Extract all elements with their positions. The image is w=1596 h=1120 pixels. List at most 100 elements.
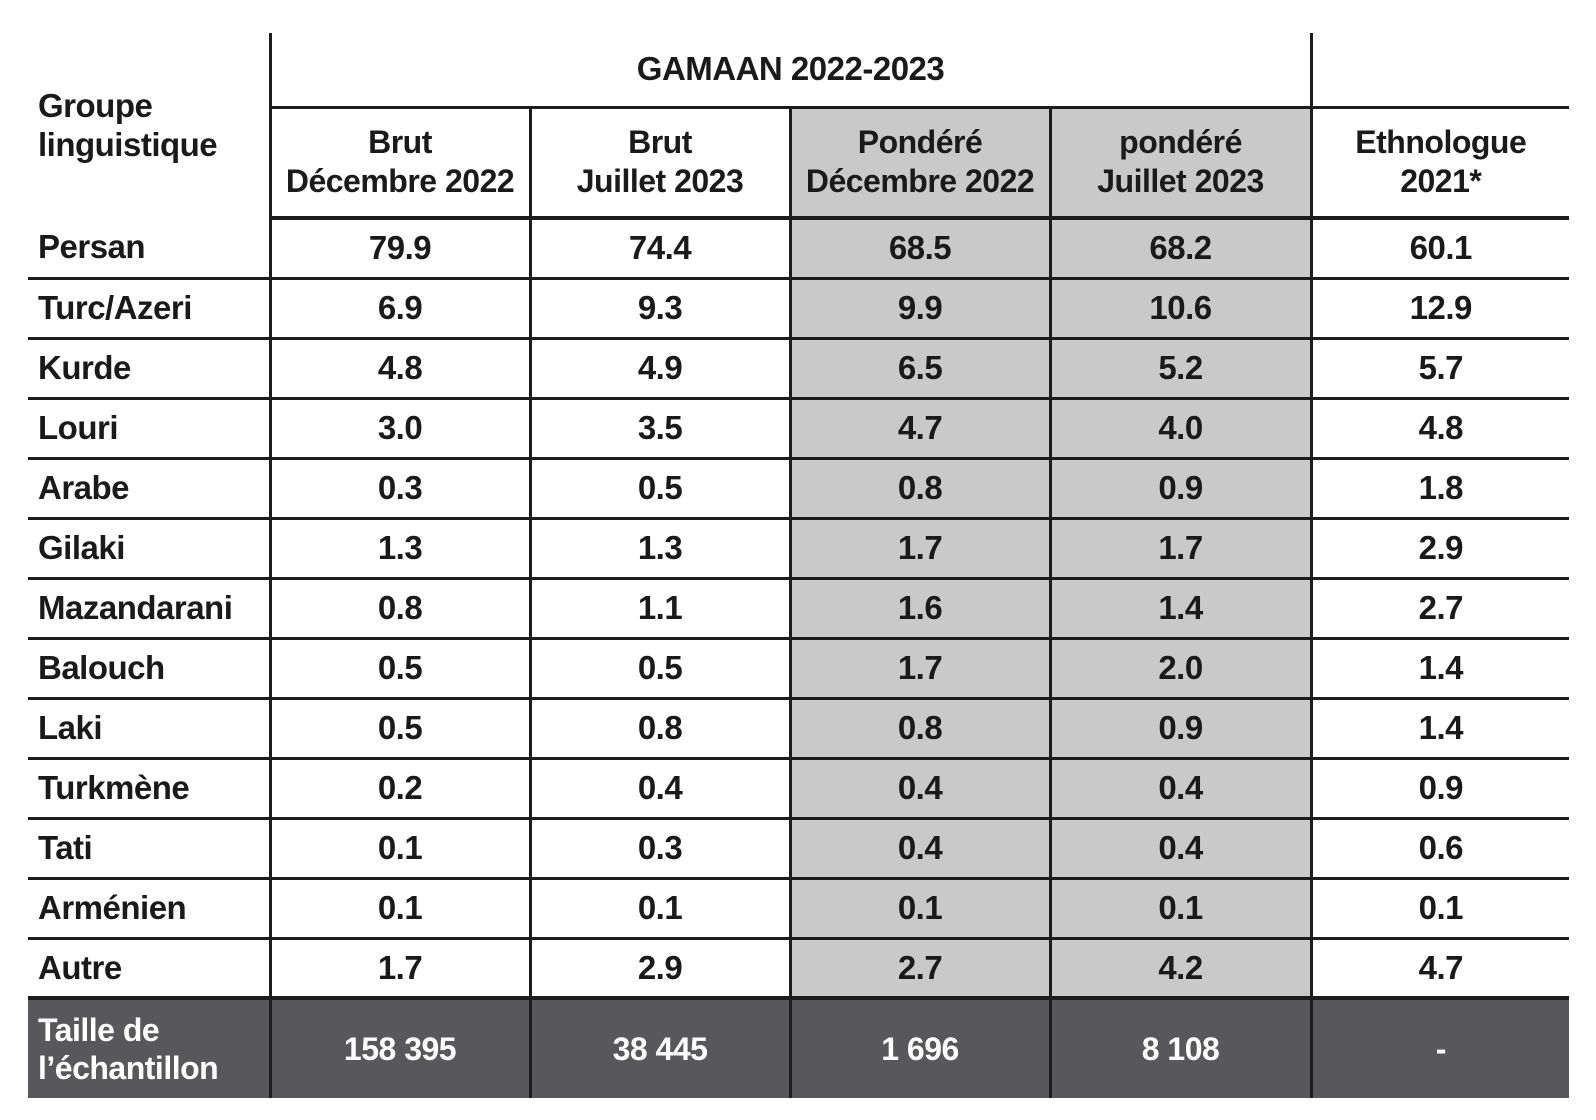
cell-value: 2.7 (788, 938, 1050, 1000)
col-header-pondere-decembre-2022: Pondéré Décembre 2022 (788, 107, 1050, 220)
col-header-line1: Brut (628, 124, 692, 161)
cell-value: 9.9 (788, 278, 1050, 340)
cell-value: 60.1 (1309, 218, 1570, 280)
row-label: Balouch (28, 638, 270, 700)
cell-value: 0.8 (788, 698, 1050, 760)
cell-value: 0.1 (268, 878, 530, 940)
cell-value: 0.8 (268, 578, 530, 640)
cell-value: 0.9 (1048, 698, 1312, 760)
cell-value: 0.5 (528, 458, 790, 520)
sample-size-value: - (1309, 996, 1570, 1098)
column-header-row: Brut Décembre 2022 Brut Juillet 2023 Pon… (28, 107, 1570, 220)
table-row-balouch: Balouch 0.5 0.5 1.7 2.0 1.4 (28, 638, 1570, 700)
cell-value: 0.1 (788, 878, 1050, 940)
col-header-line2: 2021* (1400, 163, 1482, 200)
sample-size-label: Taille de l’échantillon (28, 996, 270, 1098)
corner-header: Groupe linguistique (28, 33, 272, 218)
cell-value: 0.1 (1048, 878, 1312, 940)
cell-value: 4.2 (1048, 938, 1312, 1000)
row-label: Turkmène (28, 758, 270, 820)
table-row-autre: Autre 1.7 2.9 2.7 4.2 4.7 (28, 938, 1570, 1000)
row-label: Persan (28, 218, 270, 280)
table-row-turkmene: Turkmène 0.2 0.4 0.4 0.4 0.9 (28, 758, 1570, 820)
cell-value: 6.9 (268, 278, 530, 340)
table-row-armenien: Arménien 0.1 0.1 0.1 0.1 0.1 (28, 878, 1570, 940)
cell-value: 12.9 (1309, 278, 1570, 340)
cell-value: 1.7 (268, 938, 530, 1000)
sample-size-row: Taille de l’échantillon 158 395 38 445 1… (28, 996, 1570, 1098)
table-row-arabe: Arabe 0.3 0.5 0.8 0.9 1.8 (28, 458, 1570, 520)
table-row-laki: Laki 0.5 0.8 0.8 0.9 1.4 (28, 698, 1570, 760)
cell-value: 68.5 (788, 218, 1050, 280)
cell-value: 0.3 (268, 458, 530, 520)
cell-value: 0.3 (528, 818, 790, 880)
row-label: Autre (28, 938, 270, 1000)
col-header-brut-juillet-2023: Brut Juillet 2023 (528, 107, 790, 220)
cell-value: 3.0 (268, 398, 530, 460)
cell-value: 4.7 (1309, 938, 1570, 1000)
cell-value: 74.4 (528, 218, 790, 280)
cell-value: 4.0 (1048, 398, 1312, 460)
cell-value: 2.9 (528, 938, 790, 1000)
cell-value: 0.9 (1048, 458, 1312, 520)
table-row-turc-azeri: Turc/Azeri 6.9 9.3 9.9 10.6 12.9 (28, 278, 1570, 340)
cell-value: 1.4 (1309, 638, 1570, 700)
row-label: Mazandarani (28, 578, 270, 640)
language-groups-table: Groupe linguistique GAMAAN 2022-2023 Bru… (28, 33, 1570, 1098)
cell-value: 3.5 (528, 398, 790, 460)
col-header-ethnologue-2021: Ethnologue 2021* (1309, 107, 1570, 220)
cell-value: 1.7 (788, 518, 1050, 580)
cell-value: 0.4 (1048, 818, 1312, 880)
cell-value: 1.7 (1048, 518, 1312, 580)
gamaan-group-header: GAMAAN 2022-2023 (268, 33, 1313, 109)
col-header-line1: Ethnologue (1355, 124, 1527, 161)
cell-value: 4.8 (268, 338, 530, 400)
cell-value: 68.2 (1048, 218, 1312, 280)
cell-value: 0.4 (788, 758, 1050, 820)
table-row-gilaki: Gilaki 1.3 1.3 1.7 1.7 2.9 (28, 518, 1570, 580)
cell-value: 1.7 (788, 638, 1050, 700)
col-header-line2: Décembre 2022 (805, 163, 1035, 200)
col-header-line2: Juillet 2023 (1097, 163, 1264, 200)
sample-size-value: 1 696 (788, 996, 1050, 1098)
cell-value: 5.2 (1048, 338, 1312, 400)
cell-value: 0.5 (528, 638, 790, 700)
row-label: Arabe (28, 458, 270, 520)
cell-value: 2.9 (1309, 518, 1570, 580)
table-row-louri: Louri 3.0 3.5 4.7 4.0 4.8 (28, 398, 1570, 460)
row-label: Arménien (28, 878, 270, 940)
cell-value: 0.6 (1309, 818, 1570, 880)
col-header-line2: Juillet 2023 (576, 163, 744, 200)
cell-value: 0.1 (528, 878, 790, 940)
table-row-persan: Persan 79.9 74.4 68.5 68.2 60.1 (28, 218, 1570, 280)
row-label: Tati (28, 818, 270, 880)
cell-value: 1.6 (788, 578, 1050, 640)
cell-value: 1.3 (528, 518, 790, 580)
cell-value: 9.3 (528, 278, 790, 340)
col-header-pondere-juillet-2023: pondéré Juillet 2023 (1048, 107, 1312, 220)
table-row-mazandarani: Mazandarani 0.8 1.1 1.6 1.4 2.7 (28, 578, 1570, 640)
cell-value: 6.5 (788, 338, 1050, 400)
cell-value: 0.4 (788, 818, 1050, 880)
cell-value: 10.6 (1048, 278, 1312, 340)
group-header-row: Groupe linguistique GAMAAN 2022-2023 (28, 33, 1570, 218)
col-header-line1: Brut (368, 124, 432, 161)
cell-value: 0.4 (528, 758, 790, 820)
cell-value: 1.4 (1048, 578, 1312, 640)
cell-value: 1.8 (1309, 458, 1570, 520)
row-label: Gilaki (28, 518, 270, 580)
sample-size-value: 8 108 (1048, 996, 1312, 1098)
cell-value: 0.8 (528, 698, 790, 760)
cell-value: 0.5 (268, 638, 530, 700)
table-row-tati: Tati 0.1 0.3 0.4 0.4 0.6 (28, 818, 1570, 880)
cell-value: 0.8 (788, 458, 1050, 520)
cell-value: 4.8 (1309, 398, 1570, 460)
cell-value: 2.0 (1048, 638, 1312, 700)
col-header-line2: Décembre 2022 (285, 163, 515, 200)
col-header-line1: pondéré (1119, 124, 1242, 161)
cell-value: 2.7 (1309, 578, 1570, 640)
cell-value: 5.7 (1309, 338, 1570, 400)
cell-value: 0.9 (1309, 758, 1570, 820)
cell-value: 4.9 (528, 338, 790, 400)
col-header-brut-decembre-2022: Brut Décembre 2022 (268, 107, 530, 220)
